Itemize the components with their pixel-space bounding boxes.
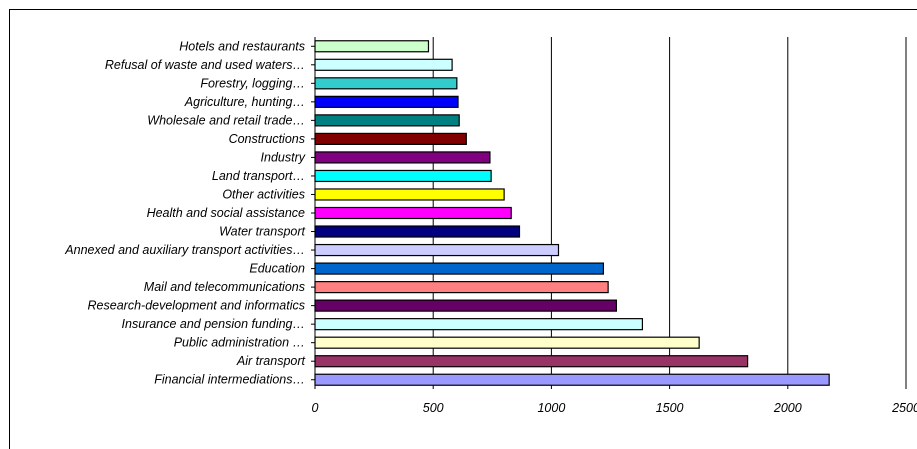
category-label: Other activities xyxy=(222,187,305,201)
x-tick-label: 1500 xyxy=(656,401,684,415)
category-label: Public administration … xyxy=(174,336,305,350)
bar xyxy=(314,77,458,90)
bar xyxy=(314,169,492,183)
category-label: Land transport… xyxy=(212,169,305,183)
bar xyxy=(314,262,605,275)
category-label: Annexed and auxiliary transport activiti… xyxy=(64,243,305,257)
chart-frame: Hotels and restaurants Refusal of waste a… xyxy=(9,9,917,449)
category-labels: Hotels and restaurants Refusal of waste a… xyxy=(64,39,305,386)
bar xyxy=(314,40,430,53)
bar xyxy=(314,132,467,145)
horizontal-bar-chart: Hotels and restaurants Refusal of waste a… xyxy=(64,37,917,415)
bar xyxy=(314,114,460,127)
category-label: Research-development and informatics xyxy=(88,299,305,313)
category-label: Education xyxy=(249,262,305,276)
bar xyxy=(314,243,560,257)
bar xyxy=(314,336,700,349)
category-label: Air transport xyxy=(236,354,306,368)
category-label: Insurance and pension funding… xyxy=(122,317,305,331)
category-label: Forestry, logging… xyxy=(200,76,305,90)
bar xyxy=(314,318,644,331)
category-label: Health and social assistance xyxy=(147,206,305,220)
bar xyxy=(314,151,491,164)
bars-group xyxy=(314,40,830,386)
bar xyxy=(314,58,453,71)
category-label: Industry xyxy=(261,150,306,164)
x-tick-labels: 0 500 1000 1500 2000 2500 xyxy=(312,401,917,415)
bar xyxy=(314,206,512,220)
bar xyxy=(314,281,609,294)
category-label: Agriculture, hunting… xyxy=(184,95,305,109)
category-label: Water transport xyxy=(219,225,305,239)
x-tick-label: 2500 xyxy=(891,401,917,415)
x-tick-label: 0 xyxy=(312,401,319,415)
category-label: Mail and telecommunications xyxy=(144,280,305,294)
category-label: Hotels and restaurants xyxy=(179,39,305,53)
bar xyxy=(314,188,505,201)
bar xyxy=(314,355,749,368)
x-tick-label: 500 xyxy=(423,401,444,415)
x-tick-label: 1000 xyxy=(537,401,565,415)
category-label: Financial intermediations… xyxy=(154,373,305,387)
category-label: Constructions xyxy=(229,132,305,146)
bar xyxy=(314,373,830,386)
x-tick-label: 2000 xyxy=(773,401,802,415)
category-label: Refusal of waste and used waters… xyxy=(105,58,305,72)
bar xyxy=(314,299,618,312)
bar xyxy=(314,225,521,238)
category-label: Wholesale and retail trade… xyxy=(147,113,305,127)
bar xyxy=(314,95,459,108)
